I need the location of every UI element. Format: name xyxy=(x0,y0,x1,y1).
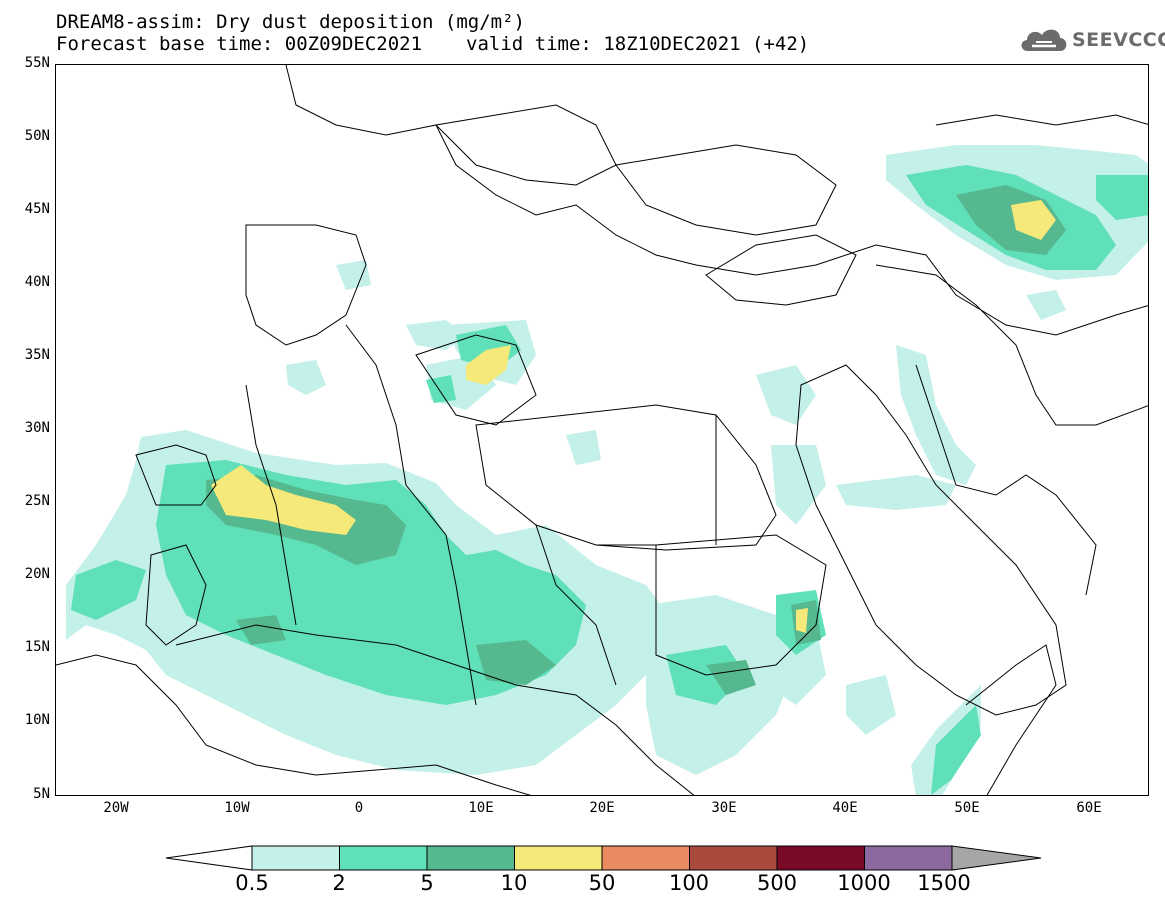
lon-label: 20W xyxy=(103,800,129,816)
colorbar-label: 10 xyxy=(500,871,528,895)
map-title: DREAM8-assim: Dry dust deposition (mg/m²… xyxy=(56,11,525,33)
colorbar-swatch xyxy=(689,845,778,871)
country-borders xyxy=(56,65,1148,795)
colorbar-label: 5 xyxy=(420,871,434,895)
lat-label: 25N xyxy=(24,493,50,509)
lat-label: 40N xyxy=(24,274,50,290)
lon-label: 0 xyxy=(354,800,364,816)
lon-label: 50E xyxy=(954,800,980,816)
forecast-base-time: Forecast base time: 00Z09DEC2021 xyxy=(56,33,423,55)
lon-label: 40E xyxy=(832,800,858,816)
forecast-time-line: Forecast base time: 00Z09DEC2021 valid ti… xyxy=(56,33,809,55)
colorbar-swatch xyxy=(339,845,428,871)
colorbar-label: 0.5 xyxy=(235,871,269,895)
colorbar-swatch xyxy=(776,845,865,871)
lat-label: 15N xyxy=(24,639,50,655)
lat-label: 50N xyxy=(24,128,50,144)
valid-time: valid time: 18Z10DEC2021 (+42) xyxy=(466,33,810,55)
dust-level-10 xyxy=(211,200,1056,633)
colorbar-upper-arrow xyxy=(951,845,1042,871)
dust-deposition-map xyxy=(55,64,1149,796)
colorbar-swatch xyxy=(514,845,603,871)
lon-label: 10W xyxy=(224,800,250,816)
colorbar-label: 500 xyxy=(756,871,798,895)
cloud-logo-icon xyxy=(1021,29,1067,51)
colorbar-label: 2 xyxy=(332,871,346,895)
colorbar-label: 1500 xyxy=(917,871,971,895)
colorbar-label: 1000 xyxy=(837,871,891,895)
lon-label: 10E xyxy=(468,800,494,816)
colorbar-label: 100 xyxy=(668,871,710,895)
colorbar-label: 50 xyxy=(588,871,616,895)
colorbar-swatch xyxy=(426,845,515,871)
lon-label: 20E xyxy=(589,800,615,816)
map-canvas xyxy=(56,65,1148,795)
lat-label: 5N xyxy=(33,786,50,802)
lat-label: 30N xyxy=(24,420,50,436)
lon-label: 30E xyxy=(711,800,737,816)
lat-label: 55N xyxy=(24,55,50,71)
colorbar xyxy=(166,845,1042,871)
colorbar-swatch xyxy=(864,845,953,871)
seevccc-logo: SEEVCCC xyxy=(1018,25,1165,55)
colorbar-swatch xyxy=(251,845,340,871)
colorbar-lower-arrow xyxy=(166,845,253,871)
colorbar-swatch xyxy=(601,845,690,871)
lat-label: 35N xyxy=(24,347,50,363)
lat-label: 20N xyxy=(24,566,50,582)
logo-text: SEEVCCC xyxy=(1072,29,1165,51)
lon-label: 60E xyxy=(1076,800,1102,816)
lat-label: 45N xyxy=(24,201,50,217)
lat-label: 10N xyxy=(24,712,50,728)
